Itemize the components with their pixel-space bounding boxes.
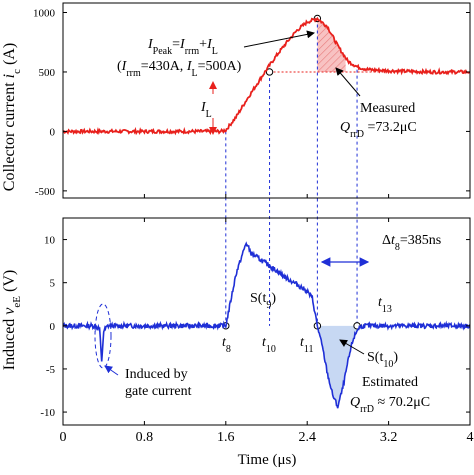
estimated-charge-area (317, 325, 369, 409)
top-ytick-label: 0 (50, 126, 56, 138)
t8-label: t8 (222, 335, 231, 355)
estimated-label: Estimated (362, 375, 418, 390)
measured-q: QrrD =73.2μC (340, 120, 417, 140)
bottom-ylabel: Induced veE (V) (1, 270, 23, 370)
bottom-ytick-label: 5 (50, 278, 56, 290)
axis-ticks: -500 0 500 1000 -10 -5 0 5 10 0 0.8 1.6 2.4 3.2 4 (33, 8, 474, 445)
t11-label: t11 (300, 335, 314, 355)
event-marker (265, 68, 274, 76)
top-ytick-label: 1000 (33, 8, 56, 20)
xtick-label: 0.8 (136, 430, 154, 445)
t10-label: t10 (262, 335, 276, 355)
induced-by-label: Induced by (125, 367, 188, 382)
top-ylabel: Collector current ic (A) (1, 43, 23, 191)
t13-label: t13 (378, 295, 392, 315)
top-ytick-label: 500 (39, 67, 56, 79)
guide-lines (222, 14, 470, 330)
bottom-ytick-label: 10 (44, 235, 56, 247)
xtick-label: 1.6 (217, 430, 235, 445)
xtick-label: 0 (60, 430, 67, 445)
measured-label: Measured (360, 101, 415, 116)
gate-current-arrow (104, 365, 119, 376)
s-t9-label: S(t9) (250, 291, 276, 311)
series-lines (62, 16, 471, 409)
delta-t8-label: Δt8=385ns (382, 233, 441, 253)
estimated-q: QrrD ≈ 70.2μC (350, 395, 430, 415)
bottom-ytick-label: -10 (40, 407, 55, 419)
bottom-ytick-label: -5 (46, 364, 56, 376)
xtick-label: 3.2 (380, 430, 398, 445)
x-axis-label: Time (μs) (238, 452, 297, 468)
gate-current-label: gate current (125, 384, 192, 399)
bottom-ytick-label: 0 (50, 321, 56, 333)
ipeak-values: (Irrm=430A, IL=500A) (117, 59, 242, 79)
xtick-label: 2.4 (298, 430, 316, 445)
measured-charge-area (317, 18, 346, 72)
induced-voltage-line (62, 241, 471, 409)
ipeak-formula: IPeak=Irrm+IL (147, 37, 218, 57)
il-label: IL (200, 100, 212, 120)
bottom-panel-frame (62, 217, 471, 426)
s-t10-arrow (339, 339, 365, 355)
collector-current-line (62, 16, 471, 136)
gate-current-ellipse (94, 303, 112, 369)
s-t10-label: S(t10) (367, 350, 398, 370)
xtick-label: 4 (467, 430, 474, 445)
measured-arrow (335, 67, 361, 97)
top-ytick-label: -500 (35, 186, 56, 198)
top-panel-frame (62, 2, 471, 199)
shaded-areas (317, 18, 369, 409)
axes-frames (62, 2, 471, 426)
ipeak-arrow (243, 30, 315, 48)
